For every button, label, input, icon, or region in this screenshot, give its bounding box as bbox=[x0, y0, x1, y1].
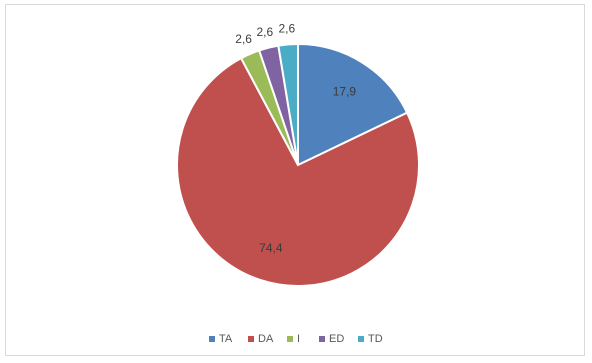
pie-slice-td bbox=[277, 42, 299, 166]
legend-item-ta: TA bbox=[209, 333, 233, 345]
legend-label-da: DA bbox=[258, 333, 274, 345]
data-label-i: 2,6 bbox=[235, 32, 252, 46]
legend-swatch-td bbox=[358, 336, 364, 342]
data-labels: 17,9 74,4 2,6 2,6 2,6 bbox=[235, 21, 356, 254]
legend: TA DA I ED TD bbox=[209, 333, 383, 345]
legend-swatch-ta bbox=[209, 336, 215, 342]
legend-label-ta: TA bbox=[219, 333, 233, 345]
legend-swatch-ed bbox=[319, 336, 325, 342]
legend-swatch-i bbox=[287, 336, 293, 342]
legend-item-da: DA bbox=[248, 333, 274, 345]
legend-label-ed: ED bbox=[329, 333, 344, 345]
legend-label-i: I bbox=[297, 333, 300, 345]
data-label-td: 2,6 bbox=[278, 21, 295, 35]
legend-item-td: TD bbox=[358, 333, 383, 345]
data-label-ta: 17,9 bbox=[333, 84, 357, 98]
pie-slices bbox=[176, 42, 420, 287]
pie-slice-ta bbox=[297, 42, 409, 167]
pie-slice-da bbox=[176, 56, 420, 287]
data-label-ed: 2,6 bbox=[256, 25, 273, 39]
legend-label-td: TD bbox=[368, 333, 383, 345]
data-label-da: 74,4 bbox=[259, 241, 283, 255]
legend-item-ed: ED bbox=[319, 333, 344, 345]
legend-swatch-da bbox=[248, 336, 254, 342]
legend-item-i: I bbox=[287, 333, 300, 345]
